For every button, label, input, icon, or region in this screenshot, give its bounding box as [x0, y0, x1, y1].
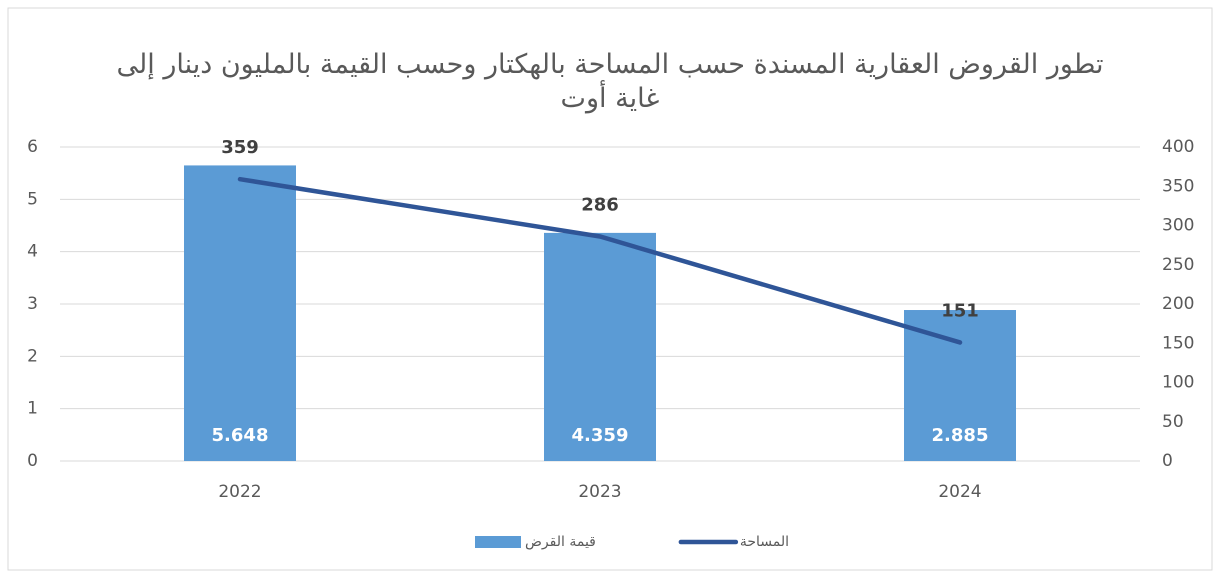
chart-frame	[7, 7, 1213, 571]
bar	[184, 165, 296, 461]
x-tick-label: 2024	[938, 482, 981, 502]
y-tick-label: 3	[27, 294, 38, 314]
y2-tick-label: 400	[1162, 137, 1194, 157]
line-value-label: 151	[941, 300, 979, 321]
bar	[544, 232, 656, 461]
y-tick-label: 2	[27, 346, 38, 366]
line-value-label: 286	[581, 194, 619, 215]
y2-tick-label: 250	[1162, 255, 1194, 275]
line	[237, 176, 963, 345]
bar-value-label: 4.359	[572, 425, 629, 446]
bar-value-label: 5.648	[212, 425, 269, 446]
y2-tick-label: 50	[1162, 412, 1184, 432]
y2-tick-label: 150	[1162, 333, 1194, 353]
y-tick-label: 1	[27, 399, 38, 419]
x-tick-label: 2022	[218, 482, 261, 502]
x-tick-label: 2023	[578, 482, 621, 502]
y2-tick-label: 300	[1162, 216, 1194, 236]
y2-tick-label: 0	[1162, 451, 1173, 471]
y2-tick-label: 350	[1162, 176, 1194, 196]
y2-tick-label: 100	[1162, 373, 1194, 393]
y2-tick-label: 200	[1162, 294, 1194, 314]
legend-swatch	[475, 536, 521, 548]
legend-label: قيمة القرض	[525, 534, 596, 550]
bar-value-label: 2.885	[932, 425, 989, 446]
bar	[904, 310, 1016, 461]
y-tick-label: 5	[27, 189, 38, 209]
y-tick-label: 4	[27, 242, 38, 262]
legend-label: المساحة	[740, 534, 789, 550]
chart-title: تطور القروض العقارية المسندة حسب المساحة…	[116, 49, 1104, 114]
y-tick-label: 6	[27, 137, 38, 157]
line-value-label: 359	[221, 137, 259, 158]
y-tick-label: 0	[27, 451, 38, 471]
